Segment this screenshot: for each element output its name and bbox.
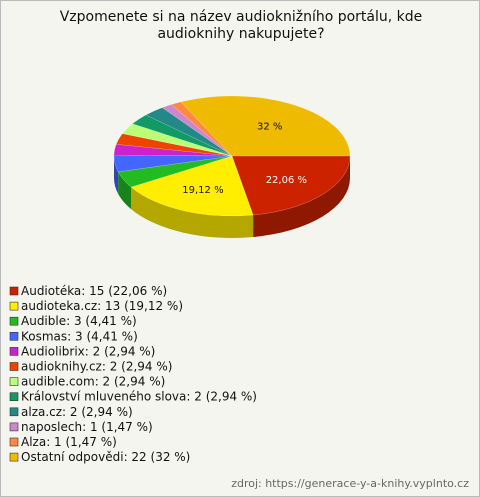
legend-swatch: [9, 377, 19, 386]
legend-label: alza.cz: 2 (2,94 %): [21, 405, 133, 419]
legend-label: Audiolibrix: 2 (2,94 %): [21, 344, 155, 358]
slice-side: [114, 156, 119, 194]
legend-label: Království mluveného slova: 2 (2,94 %): [21, 390, 257, 404]
legend-swatch: [9, 286, 19, 296]
slice: [131, 114, 233, 157]
legend-label: Kosmas: 3 (4,41 %): [21, 329, 138, 343]
slice-label: 22,06 %: [266, 175, 307, 186]
legend-label: naposlech: 1 (1,47 %): [21, 420, 153, 434]
legend-label: audioteka.cz: 13 (19,12 %): [21, 299, 183, 313]
source: zdroj: https://generace-y-a-knihy.vyplnt…: [231, 477, 469, 490]
slice: [180, 95, 351, 157]
slice: [122, 123, 233, 157]
slice-side: [131, 187, 254, 238]
legend-swatch: [9, 452, 19, 462]
slice: [170, 101, 233, 157]
legend-swatch: [9, 422, 19, 432]
legend-swatch: [9, 301, 19, 311]
legend-swatch: [9, 392, 19, 402]
legend-label: Audible: 3 (4,41 %): [21, 314, 137, 328]
legend-swatch: [9, 407, 19, 417]
slice: [231, 155, 351, 216]
slice-side: [118, 171, 132, 210]
legend-label: Ostatní odpovědi: 22 (32 %): [21, 450, 190, 464]
legend-swatch: [9, 316, 19, 326]
slice-label: 19,12 %: [182, 185, 223, 196]
legend-label: audible.com: 2 (2,94 %): [21, 375, 165, 389]
slice-label: 32 %: [257, 122, 282, 133]
slice: [113, 155, 233, 173]
legend-swatch: [9, 437, 19, 447]
slice: [117, 155, 233, 188]
legend-label: Alza: 1 (1,47 %): [21, 435, 117, 449]
slice: [113, 144, 233, 157]
slice: [115, 133, 233, 157]
slice: [145, 107, 233, 157]
slice-side: [253, 156, 350, 238]
legend-label: Audiotéka: 15 (22,06 %): [21, 284, 167, 298]
slice: [161, 104, 233, 157]
legend-swatch: [9, 362, 19, 371]
legend-label: audioknihy.cz: 2 (2,94 %): [21, 360, 172, 374]
chart-title: Vzpomenete si na název audioknižního por…: [59, 9, 423, 42]
slice: [130, 155, 254, 217]
legend-swatch: [9, 331, 19, 341]
legend-swatch: [9, 347, 19, 356]
